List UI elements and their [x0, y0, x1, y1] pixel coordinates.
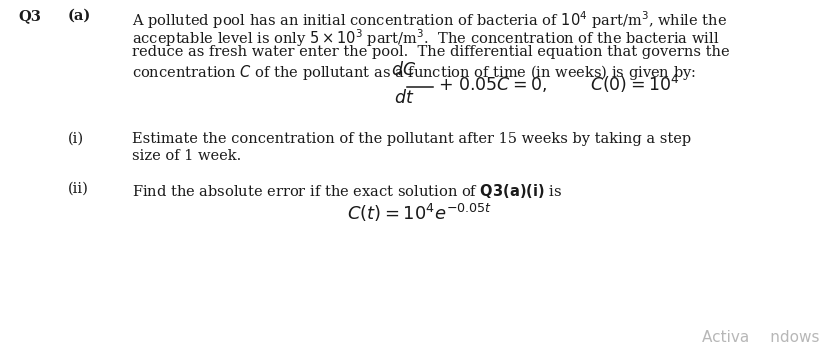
Text: Find the absolute error if the exact solution of $\mathbf{Q3(a)(i)}$ is: Find the absolute error if the exact sol…: [132, 182, 563, 200]
Text: $dt$: $dt$: [394, 89, 414, 107]
Text: concentration $C$ of the pollutant as a function of time (in weeks) is given by:: concentration $C$ of the pollutant as a …: [132, 63, 696, 82]
Text: $C(0) = 10^4$: $C(0) = 10^4$: [590, 73, 680, 95]
Text: Estimate the concentration of the pollutant after 15 weeks by taking a step: Estimate the concentration of the pollut…: [132, 132, 691, 146]
Text: $C(t) = 10^4e^{-0.05t}$: $C(t) = 10^4e^{-0.05t}$: [348, 202, 492, 224]
Text: A polluted pool has an initial concentration of bacteria of $10^4$ part/m$^3$, w: A polluted pool has an initial concentra…: [132, 9, 727, 31]
Text: (a): (a): [68, 9, 92, 23]
Text: acceptable level is only $5 \times 10^3$ part/m$^3$.  The concentration of the b: acceptable level is only $5 \times 10^3$…: [132, 27, 719, 49]
Text: size of 1 week.: size of 1 week.: [132, 149, 241, 163]
Text: (ii): (ii): [68, 182, 89, 196]
Text: reduce as fresh water enter the pool.  The differential equation that governs th: reduce as fresh water enter the pool. Th…: [132, 45, 730, 59]
Text: (i): (i): [68, 132, 84, 146]
Text: $+ \ 0.05C = 0,$: $+ \ 0.05C = 0,$: [438, 75, 547, 93]
Text: Q3: Q3: [18, 9, 41, 23]
Text: Activa       ndows: Activa ndows: [702, 330, 820, 345]
Text: $dC$: $dC$: [391, 61, 417, 79]
